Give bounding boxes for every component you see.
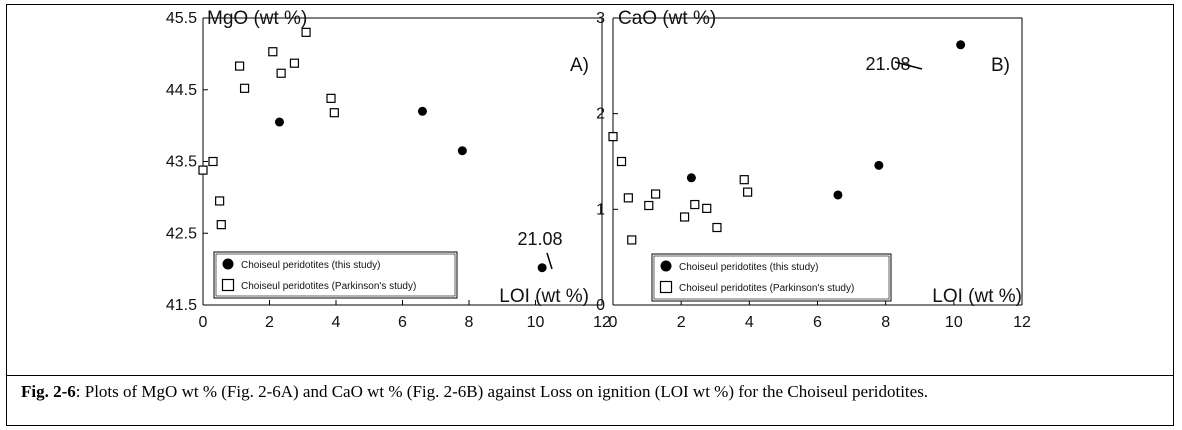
panel-a-y-tick-label: 45.5 bbox=[166, 10, 197, 27]
panel-b-y-tick-label: 3 bbox=[596, 10, 605, 27]
panel-a-point-parkinson bbox=[276, 68, 286, 78]
panel-b-annotation: 21.08 bbox=[865, 54, 910, 74]
panel-a-point-parkinson bbox=[326, 93, 336, 103]
figure-frame: 41.5 42.5 43.5 44.5 45.5 0 2 4 6 8 10 12 MgO (wt %) L… bbox=[6, 4, 1174, 426]
panel-b-x-tick-label: 8 bbox=[881, 314, 890, 331]
panel-b-point-parkinson bbox=[644, 200, 654, 211]
panel-b-point-parkinson bbox=[679, 212, 690, 222]
panel-b-x-axis-label: LOI (wt %) bbox=[932, 286, 1022, 307]
panel-b-point-this-study bbox=[956, 40, 966, 50]
panel-a-y-tick-label: 44.5 bbox=[166, 82, 197, 99]
panel-a-point-this-study bbox=[417, 106, 427, 116]
panel-a-legend bbox=[213, 251, 458, 299]
panel-a-point-parkinson bbox=[301, 27, 311, 37]
panel-b-point-parkinson bbox=[616, 156, 627, 167]
panel-a-point-parkinson bbox=[208, 156, 218, 167]
panel-a-point-this-study bbox=[457, 146, 467, 156]
panel-b-x-tick-label: 12 bbox=[1013, 314, 1031, 331]
panel-a-legend-entry: Choiseul peridotites (Parkinson's study) bbox=[241, 281, 416, 292]
panel-b-point-parkinson bbox=[743, 187, 753, 197]
panel-b-point-parkinson bbox=[627, 235, 637, 245]
panel-a-panel-label: A) bbox=[570, 55, 589, 76]
panel-a-y-axis-label: MgO (wt %) bbox=[207, 8, 307, 29]
panel-b-legend-entry: Choiseul peridotites (this study) bbox=[679, 262, 819, 273]
figure-caption: Fig. 2-6: Plots of MgO wt % (Fig. 2-6A) … bbox=[21, 381, 1171, 403]
panel-a-annotation: 21.08 bbox=[517, 229, 562, 249]
panel-a-annotation-leader bbox=[546, 252, 553, 270]
panel-a-point-parkinson bbox=[216, 220, 226, 230]
panel-b-x-tick-label: 2 bbox=[677, 314, 686, 331]
panel-b-point-parkinson bbox=[651, 189, 661, 199]
panel-a-x-tick-label: 12 bbox=[593, 314, 611, 331]
panel-b-point-parkinson bbox=[608, 132, 618, 142]
panel-b-point-parkinson bbox=[739, 175, 749, 185]
panel-a-point-parkinson bbox=[268, 47, 278, 57]
panel-b-point-parkinson bbox=[702, 203, 712, 213]
panel-b-point-parkinson bbox=[690, 199, 700, 210]
caption-divider bbox=[7, 375, 1173, 376]
panel-a-point-parkinson bbox=[289, 58, 300, 68]
panel-a-legend-marker-parkinson bbox=[221, 278, 235, 292]
panel-b-legend bbox=[651, 253, 892, 302]
panel-b-point-this-study bbox=[874, 160, 884, 170]
panel-b-point-parkinson bbox=[623, 193, 633, 203]
panel-a-x-tick-label: 8 bbox=[465, 314, 474, 331]
panel-b-y-axis-label: CaO (wt %) bbox=[618, 8, 716, 29]
panel-a-y-tick-label: 43.5 bbox=[166, 154, 197, 171]
panel-a-point-parkinson bbox=[329, 108, 339, 118]
panel-b-x-tick-label: 0 bbox=[609, 314, 618, 331]
panel-b-x-tick-label: 6 bbox=[813, 314, 822, 331]
panel-b-legend-inner-border bbox=[653, 255, 890, 300]
panel-a-point-this-study bbox=[537, 263, 547, 273]
panel-b-point-parkinson bbox=[712, 222, 722, 233]
panel-a-point-this-study bbox=[274, 117, 284, 127]
caption-text: : Plots of MgO wt % (Fig. 2-6A) and CaO … bbox=[75, 382, 929, 401]
panel-b-legend-entry: Choiseul peridotites (Parkinson's study) bbox=[679, 283, 854, 294]
panel-a-x-tick-label: 4 bbox=[332, 314, 341, 331]
panel-a-point-parkinson bbox=[198, 165, 208, 175]
panel-a-y-tick-label: 42.5 bbox=[166, 225, 197, 242]
panel-a-x-tick-label: 2 bbox=[265, 314, 274, 331]
panel-a-point-parkinson bbox=[234, 61, 245, 71]
panel-b-annotation-leader bbox=[894, 61, 923, 70]
panel-b-y-tick-label: 1 bbox=[596, 201, 605, 218]
panel-a-legend-marker-this-study bbox=[222, 258, 234, 270]
panel-a-x-tick-label: 10 bbox=[527, 314, 545, 331]
panel-a-point-parkinson bbox=[239, 83, 250, 93]
panel-a-x-tick-label: 6 bbox=[398, 314, 407, 331]
caption-figure-label: Fig. 2-6 bbox=[21, 382, 76, 401]
panel-b-point-this-study bbox=[833, 190, 843, 200]
panel-a-legend-inner-border bbox=[215, 253, 456, 297]
panel-b-x-tick-label: 10 bbox=[945, 314, 963, 331]
panel-a-x-axis-label: LOI (wt %) bbox=[499, 286, 589, 307]
panel-b-legend-marker-parkinson bbox=[659, 280, 673, 294]
panel-b-panel-label: B) bbox=[991, 55, 1010, 76]
panel-b-y-tick-label: 2 bbox=[596, 106, 605, 123]
panel-a-point-parkinson bbox=[215, 196, 225, 206]
panel-b-y-tick-label: 0 bbox=[596, 297, 605, 314]
panel-a-x-tick-label: 0 bbox=[199, 314, 208, 331]
panel-b-x-tick-label: 4 bbox=[745, 314, 754, 331]
panel-b-legend-marker-this-study bbox=[660, 260, 672, 272]
panel-b-point-this-study bbox=[686, 173, 696, 183]
panel-a-legend-entry: Choiseul peridotites (this study) bbox=[241, 260, 381, 271]
panel-a-y-tick-label: 41.5 bbox=[166, 297, 197, 314]
